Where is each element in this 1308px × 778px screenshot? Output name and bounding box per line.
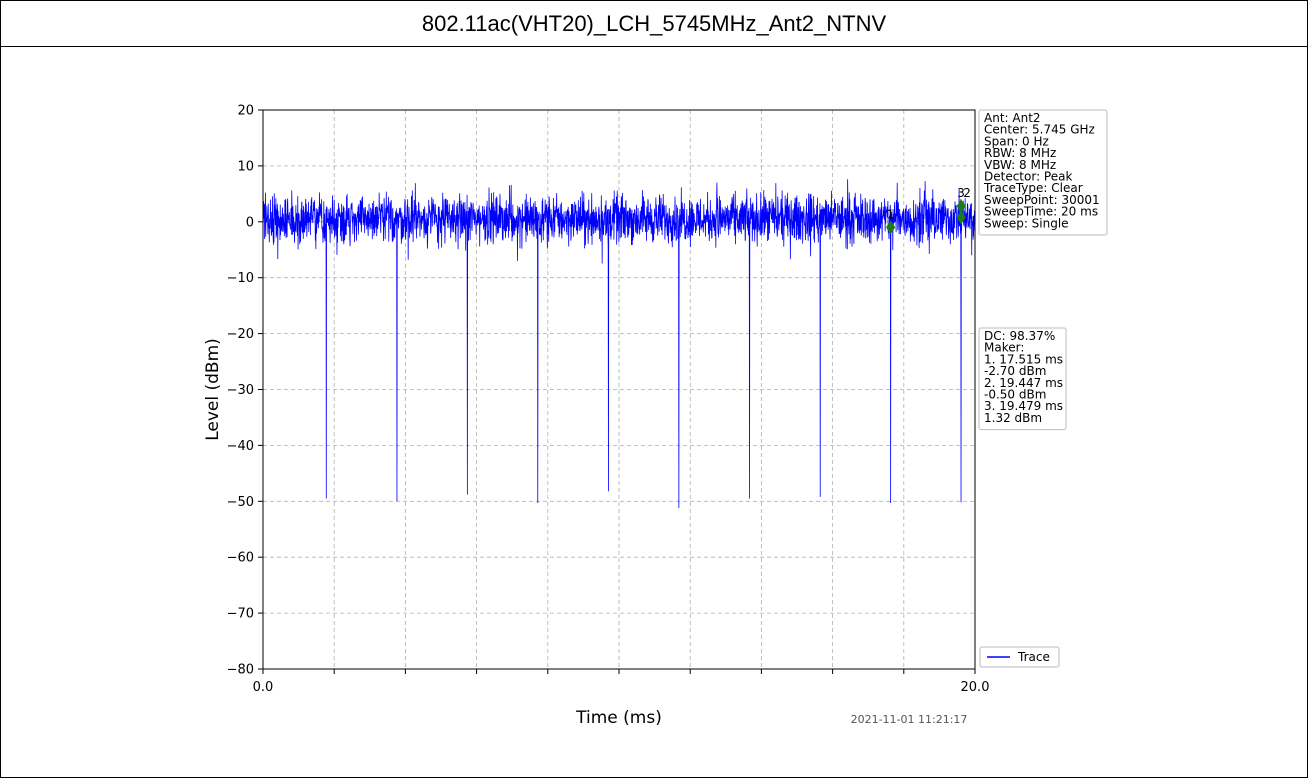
marker-2: [956, 210, 966, 225]
y-tick-label: −80: [227, 663, 254, 678]
marker-box-line: Maker:: [984, 341, 1024, 355]
y-tick-label: −30: [227, 383, 254, 398]
y-tick-label: −60: [227, 551, 254, 566]
y-tick-label: −10: [227, 271, 254, 286]
marker-2-label: 2: [963, 186, 971, 200]
marker-box-line: -2.70 dBm: [984, 364, 1046, 378]
timestamp: 2021-11-01 11:21:17: [851, 713, 968, 726]
marker-box-line: 3. 19.479 ms: [984, 399, 1063, 413]
settings-box-line: RBW: 8 MHz: [984, 146, 1056, 160]
marker-box-line: 1. 17.515 ms: [984, 352, 1063, 366]
settings-box-line: SweepPoint: 30001: [984, 193, 1100, 207]
marker-box-line: DC: 98.37%: [984, 329, 1055, 343]
y-tick-label: 10: [237, 159, 254, 174]
chart-title: 802.11ac(VHT20)_LCH_5745MHz_Ant2_NTNV: [1, 1, 1307, 47]
x-axis-label: Time (ms): [575, 708, 662, 728]
settings-box-line: Detector: Peak: [984, 170, 1072, 184]
y-tick-label: 0: [246, 215, 254, 230]
x-tick-label: 20.0: [961, 680, 990, 695]
y-tick-label: −50: [227, 495, 254, 510]
settings-box-line: VBW: 8 MHz: [984, 158, 1056, 172]
settings-box-line: TraceType: Clear: [983, 181, 1083, 195]
marker-1: [886, 220, 896, 235]
settings-box-line: Ant: Ant2: [984, 111, 1041, 125]
y-tick-label: −70: [227, 607, 254, 622]
settings-box-line: Sweep: Single: [984, 216, 1069, 230]
marker-box: DC: 98.37%Maker:1. 17.515 ms -2.70 dBm2.…: [978, 327, 1067, 431]
marker-box-border: [978, 327, 1067, 431]
marker-box-line: 2. 19.447 ms: [984, 376, 1063, 390]
settings-box-line: SweepTime: 20 ms: [984, 205, 1098, 219]
marker-1-label: 1: [887, 207, 895, 221]
settings-box-border: [978, 109, 1108, 236]
legend-border: [979, 646, 1060, 668]
y-axis-label: Level (dBm): [203, 338, 223, 441]
marker-box-line: -0.50 dBm: [984, 388, 1046, 402]
marker-3-label: 3: [957, 186, 965, 200]
markers: 1 32: [886, 186, 971, 235]
grid-lines: [263, 109, 975, 670]
x-tick-label: 0.0: [253, 680, 274, 695]
y-tick-label: −40: [227, 439, 254, 454]
y-tick-label: −20: [227, 327, 254, 342]
y-tick-label: 20: [237, 104, 254, 119]
marker-3: [956, 199, 966, 214]
legend-label: Trace: [1017, 650, 1050, 664]
legend: Trace: [979, 646, 1060, 668]
settings-box-line: Center: 5.745 GHz: [984, 123, 1095, 137]
settings-box-line: Span: 0 Hz: [984, 134, 1049, 148]
marker-box-line: 1.32 dBm: [984, 411, 1042, 425]
trace-line: [262, 179, 976, 509]
